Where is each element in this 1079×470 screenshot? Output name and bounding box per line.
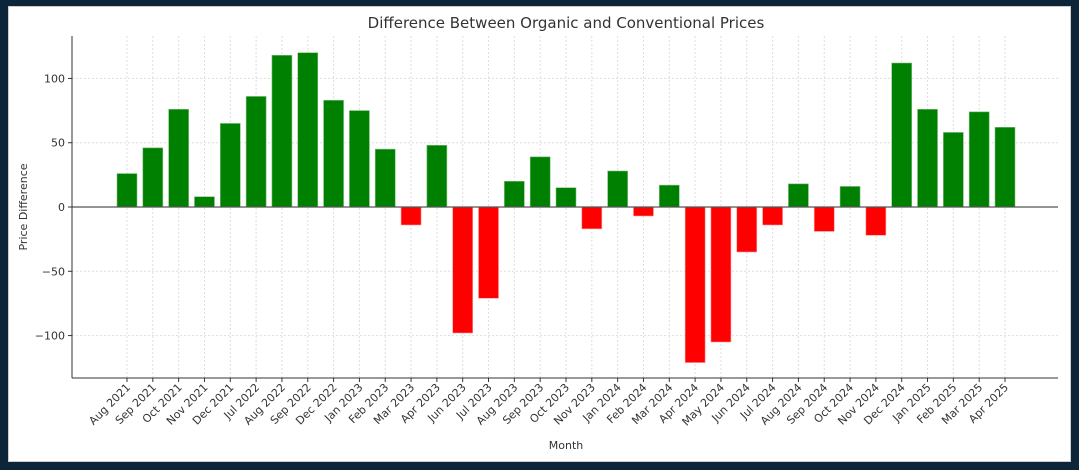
bar-feb-2024	[633, 206, 654, 217]
bar-nov-2024	[865, 206, 887, 236]
x-axis-label: Month	[549, 439, 584, 452]
bar-may-2024	[710, 206, 732, 343]
bar-dec-2021	[219, 123, 241, 208]
bar-mar-2023	[400, 206, 422, 226]
y-tick-label: −50	[42, 265, 65, 278]
y-tick-label: 50	[51, 137, 65, 150]
bar-jan-2024	[607, 170, 628, 208]
bar-aug-2023	[504, 180, 525, 208]
bar-sep-2023	[529, 156, 551, 208]
bar-jul-2023	[478, 206, 499, 299]
bar-jan-2023	[349, 110, 370, 208]
bar-oct-2023	[555, 187, 577, 208]
y-tick-label: 0	[58, 201, 65, 214]
bar-dec-2022	[323, 99, 344, 208]
y-tick-label: −100	[35, 330, 65, 343]
y-axis-label: Price Difference	[17, 163, 30, 250]
bar-sep-2024	[813, 206, 835, 232]
bar-sep-2022	[297, 52, 319, 208]
bar-apr-2023	[426, 144, 448, 208]
bar-aug-2022	[271, 54, 293, 208]
bar-apr-2025	[994, 126, 1016, 208]
bar-dec-2024	[891, 62, 913, 208]
bar-mar-2024	[658, 184, 680, 208]
bar-mar-2025	[968, 111, 990, 208]
bar-aug-2021	[116, 173, 138, 208]
bar-feb-2025	[943, 132, 964, 208]
bar-jun-2024	[736, 206, 758, 253]
y-tick-label: 100	[44, 72, 65, 85]
bar-sep-2021	[142, 147, 164, 208]
bar-apr-2024	[684, 206, 706, 363]
bar-jul-2022	[245, 96, 267, 208]
bar-feb-2023	[374, 148, 396, 208]
bar-jul-2024	[762, 206, 783, 226]
bar-jun-2023	[452, 206, 474, 334]
bar-nov-2021	[194, 196, 215, 208]
bar-jan-2025	[917, 108, 938, 208]
bar-oct-2024	[839, 186, 861, 208]
bar-oct-2021	[168, 108, 189, 208]
bar-nov-2023	[581, 206, 603, 230]
bar-aug-2024	[788, 183, 809, 208]
chart-title: Difference Between Organic and Conventio…	[368, 14, 765, 32]
